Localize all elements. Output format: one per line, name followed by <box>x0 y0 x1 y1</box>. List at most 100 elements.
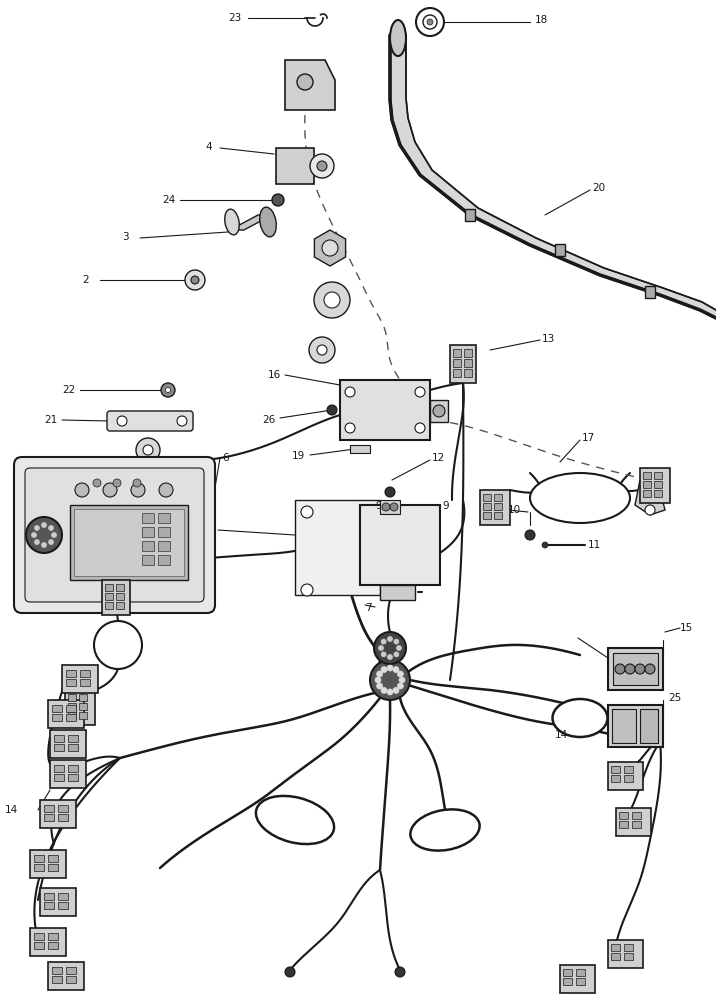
Circle shape <box>301 506 313 518</box>
Bar <box>576 978 585 985</box>
Circle shape <box>34 525 39 530</box>
Bar <box>65 690 95 725</box>
Bar <box>50 760 86 788</box>
Polygon shape <box>314 230 346 266</box>
Circle shape <box>397 646 402 650</box>
Text: 13: 13 <box>542 334 555 344</box>
Text: 13: 13 <box>62 567 75 577</box>
Bar <box>608 648 663 690</box>
Circle shape <box>382 503 390 511</box>
Circle shape <box>345 423 355 433</box>
Circle shape <box>393 667 399 673</box>
Circle shape <box>385 487 395 497</box>
Circle shape <box>191 276 199 284</box>
Circle shape <box>309 337 335 363</box>
Text: 10: 10 <box>508 505 521 515</box>
Circle shape <box>52 532 57 538</box>
Circle shape <box>387 654 392 660</box>
Text: 17: 17 <box>582 433 595 443</box>
Bar <box>430 400 448 422</box>
Circle shape <box>381 667 387 673</box>
Circle shape <box>615 664 625 674</box>
Bar <box>66 976 76 983</box>
Bar <box>640 468 670 503</box>
Circle shape <box>397 683 403 689</box>
Polygon shape <box>285 60 335 110</box>
Circle shape <box>374 632 406 664</box>
Bar <box>68 765 78 772</box>
Circle shape <box>394 639 399 644</box>
Bar <box>613 653 658 685</box>
Bar <box>79 694 87 701</box>
Bar <box>68 694 76 701</box>
Bar <box>34 855 44 862</box>
Bar <box>465 209 475 221</box>
Bar <box>142 513 154 523</box>
Circle shape <box>399 677 405 683</box>
Circle shape <box>377 671 382 677</box>
Text: 12: 12 <box>432 453 445 463</box>
Bar <box>464 349 472 357</box>
Bar <box>158 541 170 551</box>
Bar <box>453 369 461 377</box>
Circle shape <box>133 479 141 487</box>
Bar <box>608 762 643 790</box>
Bar <box>142 527 154 537</box>
Bar <box>105 593 113 600</box>
Bar <box>48 855 58 862</box>
Bar <box>608 940 643 968</box>
Text: 18: 18 <box>535 15 548 25</box>
Bar <box>560 965 595 993</box>
Bar <box>54 735 64 742</box>
Bar <box>30 928 66 956</box>
Circle shape <box>42 522 47 528</box>
Text: 14: 14 <box>5 805 18 815</box>
Circle shape <box>314 282 350 318</box>
Bar <box>464 359 472 367</box>
Circle shape <box>345 387 355 397</box>
Bar <box>68 703 76 710</box>
Text: 26: 26 <box>262 415 275 425</box>
Bar <box>48 700 84 728</box>
Bar <box>105 602 113 609</box>
Circle shape <box>75 483 89 497</box>
Circle shape <box>161 383 175 397</box>
Bar <box>80 670 90 677</box>
Bar <box>350 445 370 453</box>
Bar <box>643 481 651 488</box>
Bar <box>380 585 415 600</box>
Bar <box>295 500 380 595</box>
Bar <box>48 864 58 871</box>
Text: 4: 4 <box>205 142 212 152</box>
Ellipse shape <box>390 20 406 56</box>
Bar <box>48 962 84 990</box>
Circle shape <box>377 683 382 689</box>
Circle shape <box>387 665 393 671</box>
Text: 16: 16 <box>268 370 281 380</box>
Bar <box>68 735 78 742</box>
Bar <box>555 244 565 256</box>
Circle shape <box>136 438 160 462</box>
Bar <box>34 942 44 949</box>
Circle shape <box>394 652 399 657</box>
Circle shape <box>49 525 54 530</box>
Bar <box>102 580 130 615</box>
Bar <box>611 944 620 951</box>
Bar <box>640 709 658 743</box>
Text: 6: 6 <box>222 453 228 463</box>
Bar <box>68 744 78 751</box>
Bar <box>619 812 628 819</box>
Text: 14: 14 <box>555 730 569 740</box>
Bar <box>464 369 472 377</box>
FancyBboxPatch shape <box>14 457 215 613</box>
Circle shape <box>416 8 444 36</box>
Bar <box>54 744 64 751</box>
Bar <box>44 893 54 900</box>
Ellipse shape <box>553 699 607 737</box>
FancyBboxPatch shape <box>25 468 204 602</box>
Bar <box>66 670 76 677</box>
Bar <box>494 512 502 519</box>
Circle shape <box>272 194 284 206</box>
Bar <box>624 766 633 773</box>
Bar <box>380 500 400 514</box>
